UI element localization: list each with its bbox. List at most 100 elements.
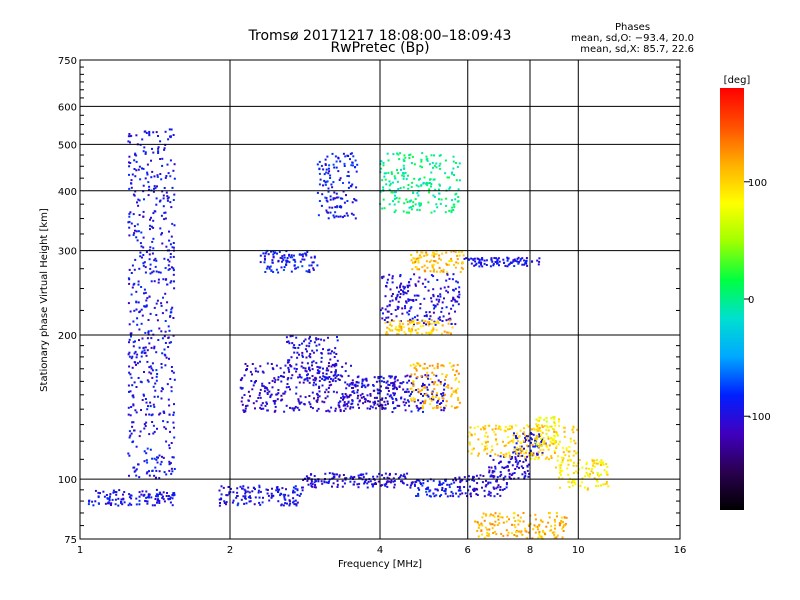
echo-point [313,481,316,484]
echo-point [254,407,256,410]
echo-point [410,387,413,390]
echo-point [301,253,304,256]
echo-point [474,520,477,523]
echo-point [404,477,407,480]
echo-point [323,375,326,378]
echo-point [420,184,423,187]
echo-point [219,502,221,504]
echo-point [520,442,523,444]
echo-point [434,323,437,326]
echo-point [164,217,167,220]
echo-point [568,455,571,458]
echo-point [157,135,159,137]
echo-point [225,501,228,504]
echo-point [173,193,176,196]
echo-point [149,405,152,408]
echo-point [320,338,323,341]
echo-point [511,472,514,475]
echo-point [452,209,455,211]
echo-point [159,158,162,160]
echo-point [417,388,420,391]
echo-point [166,421,169,424]
echo-point [430,171,433,174]
echo-point [411,328,413,331]
echo-point [299,260,302,263]
echo-point [168,404,171,407]
echo-point [541,431,544,434]
echo-point [296,501,299,504]
echo-point [403,154,406,157]
echo-point [327,409,330,412]
echo-point [545,429,548,431]
echo-point [552,442,555,445]
echo-point [451,326,454,329]
echo-point [425,331,428,334]
echo-point [158,477,161,480]
echo-point [439,202,442,205]
echo-point [469,485,471,488]
echo-point [517,452,520,455]
echo-point [344,370,347,373]
echo-point [455,261,458,264]
echo-point [321,384,324,387]
echo-point [164,320,167,322]
echo-point [115,491,118,494]
echo-point [607,485,610,488]
echo-point [264,258,266,261]
echo-point [493,257,496,259]
echo-point [585,463,588,466]
echo-point [310,256,313,259]
echo-point [539,429,542,432]
echo-point [128,436,131,439]
echo-point [386,305,389,308]
echo-point [337,401,340,404]
echo-point [402,210,405,213]
echo-point [402,482,405,485]
echo-point [121,503,124,506]
echo-point [128,282,131,285]
echo-point [559,466,562,469]
echo-point [172,169,175,172]
echo-point [424,386,427,389]
echo-point [280,394,283,397]
echo-point [255,380,257,382]
echo-point [141,337,144,340]
echo-point [354,199,357,202]
echo-point [406,286,409,289]
echo-point [532,433,535,436]
echo-point [306,362,309,365]
echo-point [160,397,163,400]
echo-point [364,400,367,403]
echo-point [302,381,305,384]
echo-point [341,485,344,488]
echo-point [388,273,391,276]
echo-point [589,473,592,476]
echo-point [254,496,257,499]
echo-point [173,436,176,439]
echo-point [128,133,131,135]
echo-point [573,439,576,442]
echo-point [94,489,97,492]
echo-point [373,403,376,406]
echo-point [346,383,349,386]
echo-point [604,483,607,485]
echo-point [392,402,394,405]
echo-point [396,379,399,382]
echo-point [163,147,166,150]
echo-point [377,480,380,483]
echo-point [337,170,340,173]
echo-point [519,258,522,260]
echo-point [136,362,139,365]
echo-point [514,259,517,262]
echo-point [553,450,556,453]
echo-point [432,383,435,386]
echo-point [527,523,530,526]
echo-point [438,188,440,191]
echo-point [452,160,455,163]
echo-point [522,432,525,435]
echo-point [161,496,164,499]
echo-point [374,407,377,410]
echo-point [130,494,133,497]
echo-point [436,303,439,306]
echo-point [512,440,515,443]
